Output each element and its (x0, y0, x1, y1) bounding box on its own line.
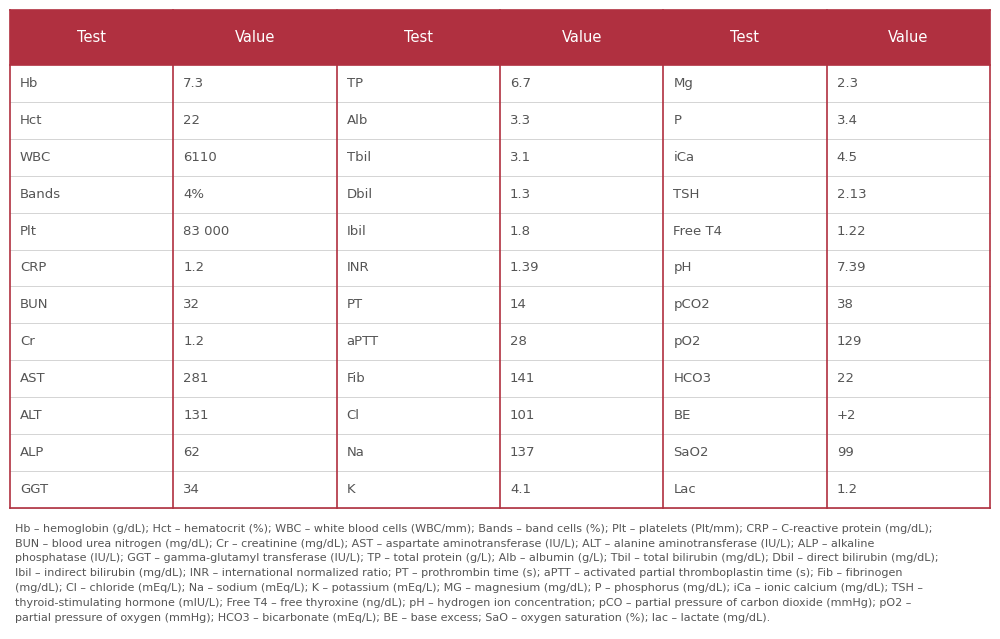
Text: Na: Na (347, 446, 365, 459)
Bar (10, 65, 990, 102)
Text: 3.1: 3.1 (510, 151, 531, 164)
Bar (10, 397, 990, 434)
Text: 1.2: 1.2 (183, 335, 204, 348)
Text: aPTT: aPTT (347, 335, 379, 348)
Text: 141: 141 (510, 373, 535, 385)
Text: K: K (347, 483, 355, 496)
Text: Cl: Cl (347, 409, 360, 422)
Text: 83 000: 83 000 (183, 224, 230, 238)
Text: BUN: BUN (20, 298, 48, 311)
Text: 22: 22 (837, 373, 854, 385)
Text: 1.2: 1.2 (183, 261, 204, 275)
Bar (337, 10, 500, 65)
Text: ALT: ALT (20, 409, 43, 422)
Text: SaO2: SaO2 (673, 446, 709, 459)
Text: iCa: iCa (673, 151, 694, 164)
Text: Test: Test (404, 30, 433, 45)
Text: 1.2: 1.2 (837, 483, 858, 496)
Text: Alb: Alb (347, 114, 368, 127)
Bar (10, 213, 990, 249)
Text: 3.4: 3.4 (837, 114, 858, 127)
Text: 34: 34 (183, 483, 200, 496)
Text: 1.8: 1.8 (510, 224, 531, 238)
Text: Hb: Hb (20, 77, 38, 90)
Text: +2: +2 (837, 409, 856, 422)
Text: Value: Value (235, 30, 275, 45)
Text: 62: 62 (183, 446, 200, 459)
Bar (10, 434, 990, 471)
Text: Hct: Hct (20, 114, 42, 127)
Text: Tbil: Tbil (347, 151, 371, 164)
Text: 38: 38 (837, 298, 854, 311)
Text: HCO3: HCO3 (673, 373, 711, 385)
Text: Plt: Plt (20, 224, 37, 238)
Bar (500, 10, 663, 65)
Bar (827, 10, 990, 65)
Text: 28: 28 (510, 335, 527, 348)
Text: 3.3: 3.3 (510, 114, 531, 127)
Text: GGT: GGT (20, 483, 48, 496)
Bar (10, 323, 990, 360)
Text: Value: Value (888, 30, 929, 45)
Text: Free T4: Free T4 (673, 224, 722, 238)
Text: 131: 131 (183, 409, 209, 422)
Text: 22: 22 (183, 114, 200, 127)
Text: pCO2: pCO2 (673, 298, 710, 311)
Bar (10, 10, 173, 65)
Text: Lac: Lac (673, 483, 696, 496)
Text: 281: 281 (183, 373, 209, 385)
Bar (10, 286, 990, 323)
Text: 7.39: 7.39 (837, 261, 866, 275)
Text: 2.13: 2.13 (837, 188, 866, 201)
Text: 137: 137 (510, 446, 536, 459)
Bar (10, 176, 990, 213)
Bar (10, 471, 990, 508)
Text: 4.5: 4.5 (837, 151, 858, 164)
Text: Hb – hemoglobin (g/dL); Hct – hematocrit (%); WBC – white blood cells (WBC/mm); : Hb – hemoglobin (g/dL); Hct – hematocrit… (15, 524, 938, 622)
Text: 6.7: 6.7 (510, 77, 531, 90)
Text: 1.3: 1.3 (510, 188, 531, 201)
Text: 129: 129 (837, 335, 862, 348)
Text: pH: pH (673, 261, 692, 275)
Text: 4%: 4% (183, 188, 204, 201)
Text: 14: 14 (510, 298, 527, 311)
Text: 2.3: 2.3 (837, 77, 858, 90)
Text: 1.22: 1.22 (837, 224, 866, 238)
Bar (10, 249, 990, 286)
Text: 6110: 6110 (183, 151, 217, 164)
Text: P: P (673, 114, 681, 127)
Text: Value: Value (561, 30, 602, 45)
Text: pO2: pO2 (673, 335, 701, 348)
Bar (10, 360, 990, 397)
Text: Fib: Fib (347, 373, 365, 385)
Bar (10, 102, 990, 139)
Text: Test: Test (77, 30, 106, 45)
Text: Dbil: Dbil (347, 188, 373, 201)
Text: 4.1: 4.1 (510, 483, 531, 496)
Text: AST: AST (20, 373, 46, 385)
Text: Ibil: Ibil (347, 224, 366, 238)
Text: WBC: WBC (20, 151, 51, 164)
Text: 7.3: 7.3 (183, 77, 204, 90)
Text: INR: INR (347, 261, 369, 275)
Text: PT: PT (347, 298, 363, 311)
Text: TSH: TSH (673, 188, 700, 201)
Text: Mg: Mg (673, 77, 693, 90)
Bar (10, 139, 990, 176)
Text: CRP: CRP (20, 261, 46, 275)
Text: ALP: ALP (20, 446, 44, 459)
Text: TP: TP (347, 77, 363, 90)
Text: Bands: Bands (20, 188, 61, 201)
Text: 1.39: 1.39 (510, 261, 540, 275)
Bar (663, 10, 827, 65)
Text: 32: 32 (183, 298, 200, 311)
Text: Cr: Cr (20, 335, 35, 348)
Text: 101: 101 (510, 409, 535, 422)
Text: BE: BE (673, 409, 691, 422)
Text: 99: 99 (837, 446, 853, 459)
Bar (173, 10, 337, 65)
Text: Test: Test (730, 30, 760, 45)
